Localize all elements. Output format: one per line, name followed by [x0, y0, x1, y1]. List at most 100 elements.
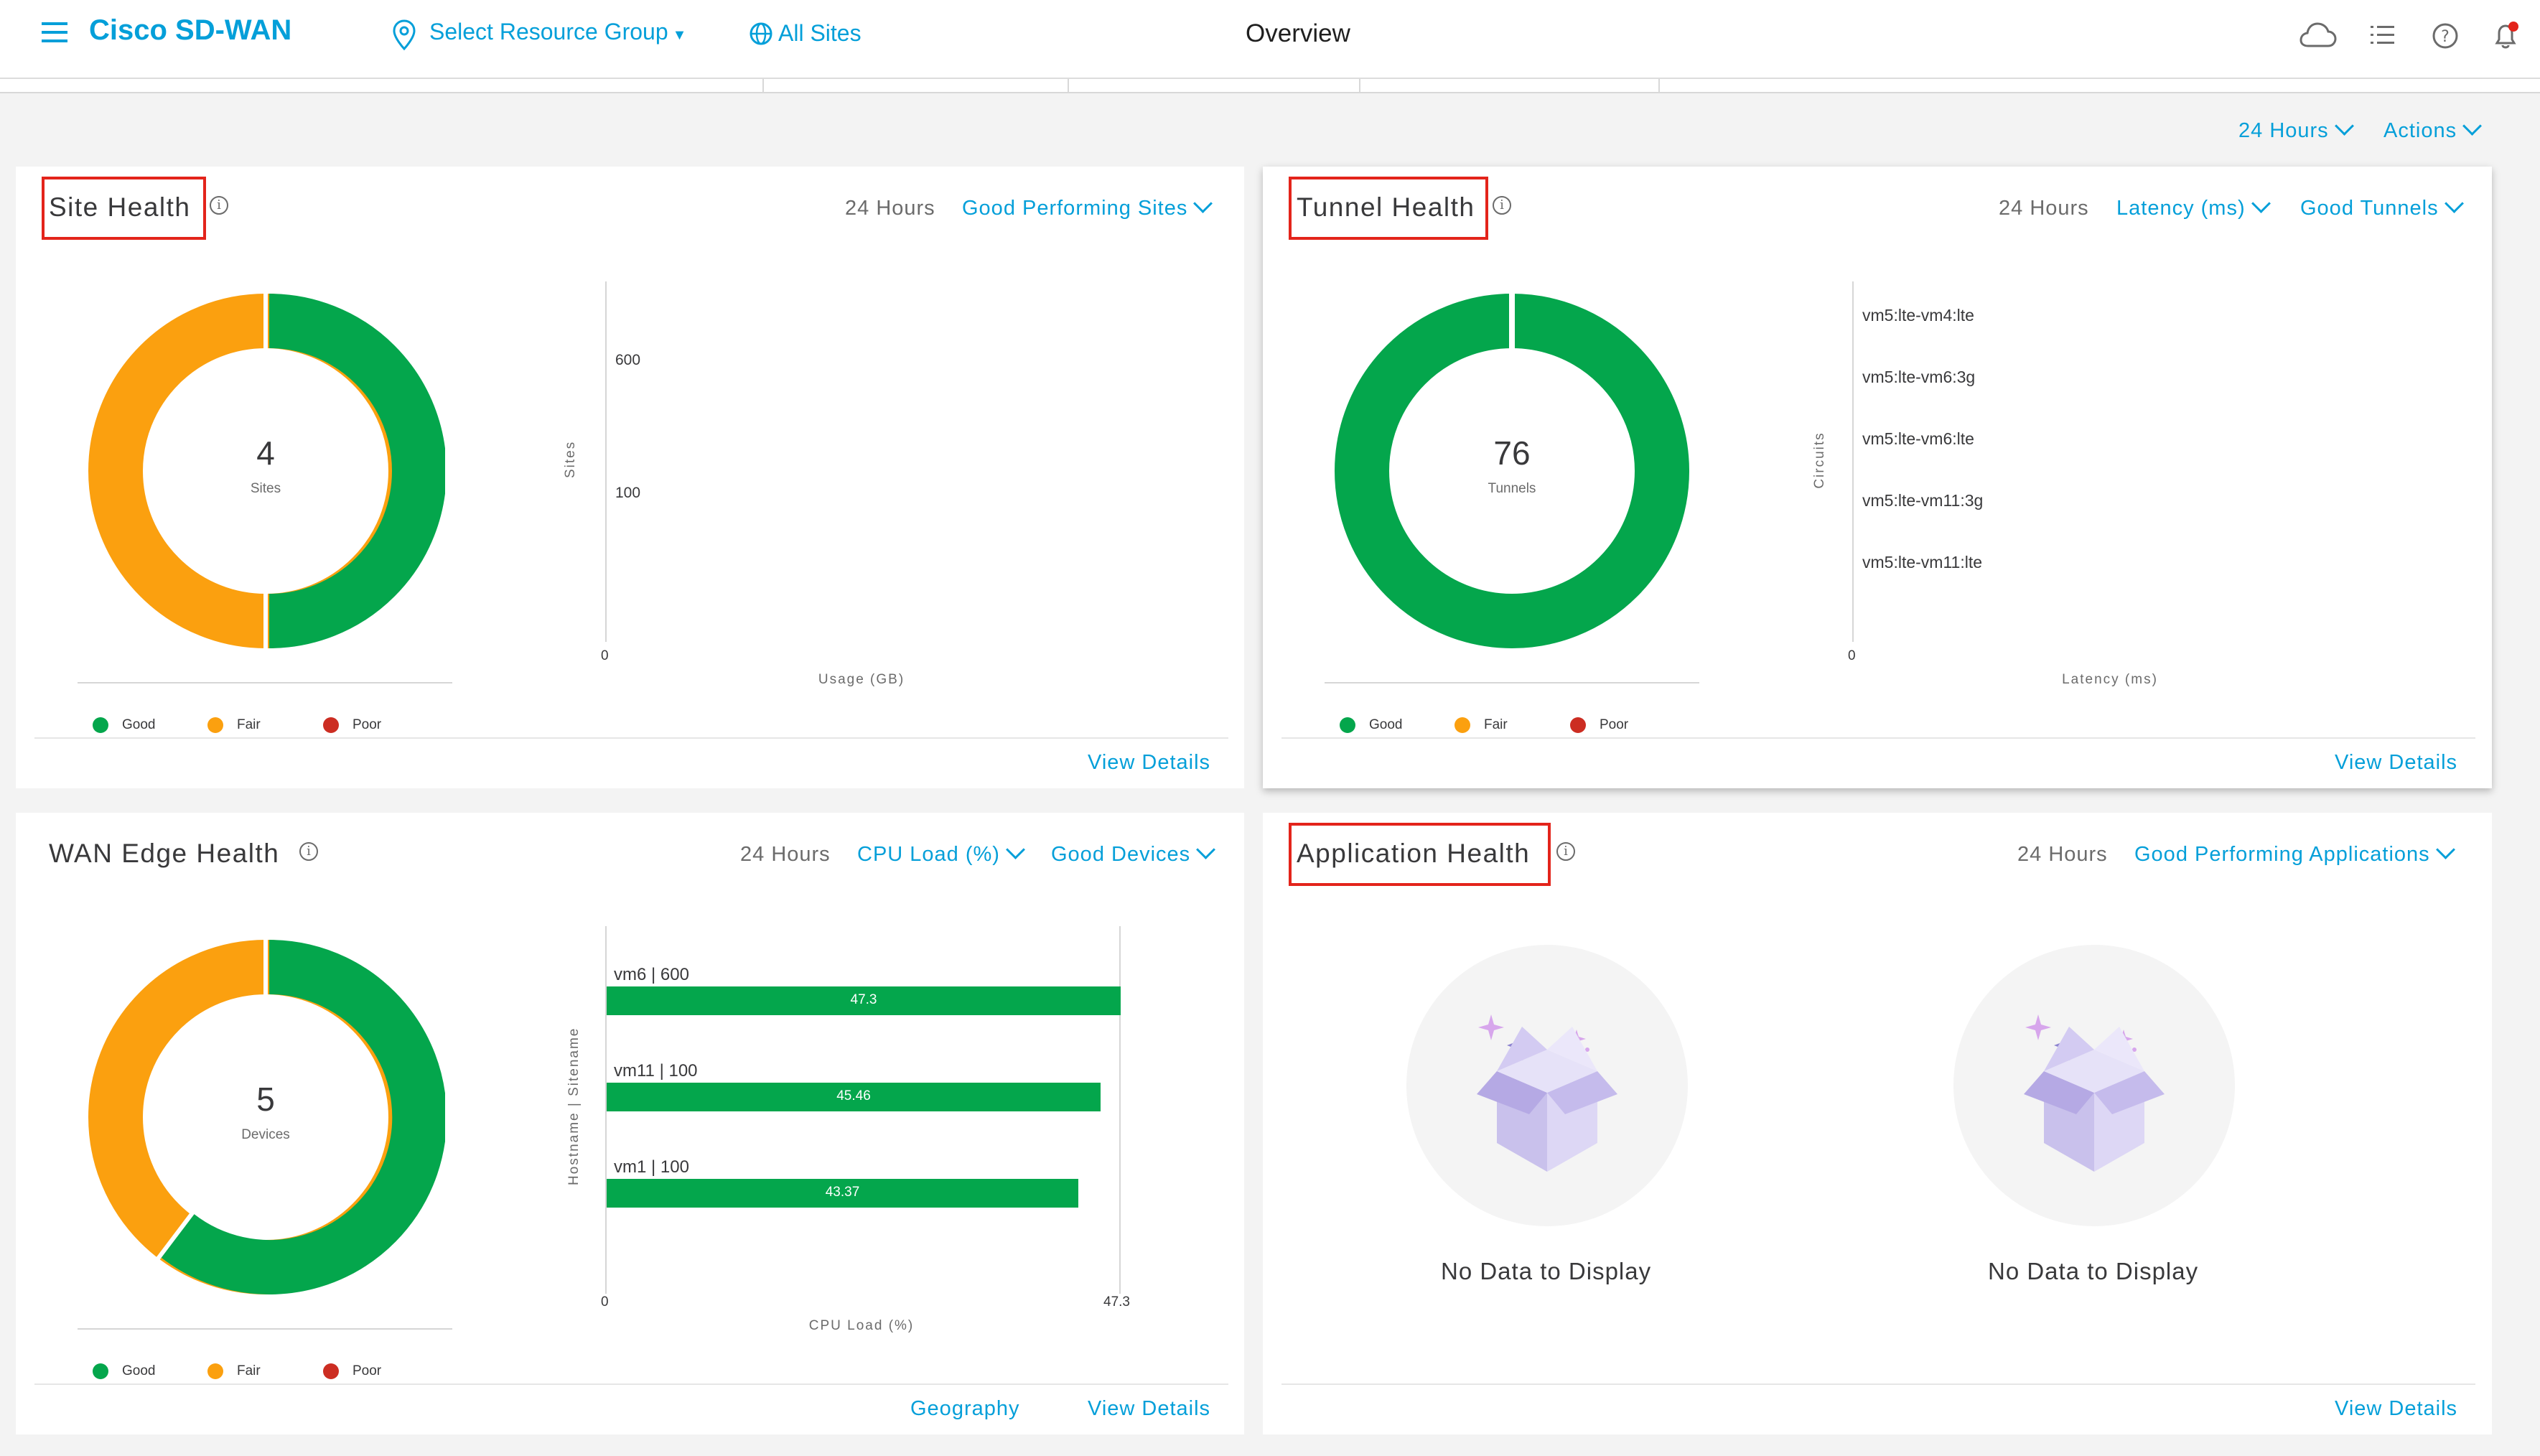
- highlight-box: [1289, 823, 1551, 886]
- chevron-down-icon: [2462, 116, 2483, 136]
- legend-fair-dot: [207, 717, 223, 733]
- chevron-down-icon: [2334, 116, 2354, 136]
- tunnel-health-time: 24 Hours: [1999, 197, 2089, 220]
- circuit-label: vm5:lte-vm6:lte: [1862, 429, 1974, 448]
- legend-good-dot: [1340, 717, 1355, 733]
- device-count-unit: Devices: [241, 1127, 290, 1142]
- tunnel-count-unit: Tunnels: [1488, 481, 1536, 496]
- help-icon[interactable]: ?: [2432, 22, 2459, 50]
- site-health-view-details[interactable]: View Details: [1088, 751, 1211, 774]
- divider: [1658, 79, 1660, 92]
- tunnel-health-view-details[interactable]: View Details: [2335, 751, 2458, 774]
- info-icon[interactable]: i: [1493, 196, 1511, 215]
- resource-group-dropdown[interactable]: Select Resource Group ▼: [429, 19, 686, 45]
- bar-category-label: vm6 | 600: [614, 965, 689, 984]
- filter-label: Good Performing Applications: [2134, 843, 2430, 866]
- metric-label: Latency (ms): [2116, 197, 2246, 220]
- svg-text:?: ?: [2441, 28, 2450, 46]
- location-pin-icon: [393, 19, 416, 51]
- filter-label: Good Tunnels: [2300, 197, 2439, 220]
- no-data-label: No Data to Display: [1988, 1258, 2199, 1284]
- y-axis-title: Sites: [563, 440, 578, 478]
- circuit-label: vm5:lte-vm11:3g: [1862, 491, 1984, 510]
- no-data-box-icon: [1406, 945, 1688, 1226]
- legend-poor: Poor: [352, 1363, 382, 1378]
- menu-icon[interactable]: [42, 22, 67, 42]
- cpu-load-bar[interactable]: [607, 1179, 1078, 1208]
- x-axis-title: CPU Load (%): [808, 1318, 915, 1333]
- bar-category-label: vm1 | 100: [614, 1157, 689, 1177]
- application-health-title: Application Health: [1297, 839, 1531, 868]
- good-performing-sites-dropdown[interactable]: Good Performing Sites: [962, 194, 1213, 220]
- divider: [762, 79, 764, 92]
- circuit-label: vm5:lte-vm4:lte: [1862, 306, 1974, 325]
- donut-good-segment: [269, 294, 445, 648]
- device-count: 5: [256, 1081, 275, 1118]
- legend-good-dot: [93, 1363, 108, 1379]
- application-health-time: 24 Hours: [2017, 843, 2108, 866]
- time-range-dropdown[interactable]: 24 Hours: [2238, 116, 2354, 143]
- legend-poor-dot: [323, 717, 339, 733]
- legend-fair: Fair: [237, 717, 261, 732]
- legend-poor: Poor: [1600, 717, 1629, 732]
- x-max-gridline: [1119, 926, 1121, 1294]
- task-list-icon[interactable]: [2371, 23, 2395, 47]
- bell-icon[interactable]: [2491, 20, 2520, 50]
- legend-fair: Fair: [1484, 717, 1508, 732]
- site-health-time: 24 Hours: [845, 197, 935, 220]
- chevron-down-icon: [1006, 840, 1025, 859]
- donut-good-segment: [160, 940, 445, 1294]
- circuit-label: vm5:lte-vm6:3g: [1862, 368, 1976, 386]
- y-tick: 600: [615, 352, 641, 368]
- chevron-down-icon: [1196, 840, 1216, 859]
- bar-category-label: vm11 | 100: [614, 1061, 698, 1081]
- geography-link[interactable]: Geography: [910, 1397, 1020, 1420]
- divider: [1325, 682, 1699, 683]
- x-axis-title: Latency (ms): [2062, 672, 2158, 687]
- metric-label: CPU Load (%): [857, 843, 1000, 866]
- y-axis: [605, 281, 607, 642]
- cpu-load-bar[interactable]: [607, 986, 1121, 1015]
- wan-edge-health-card: [16, 813, 1244, 1434]
- good-tunnels-dropdown[interactable]: Good Tunnels: [2300, 194, 2464, 220]
- highlight-box: [42, 177, 206, 240]
- all-sites-link[interactable]: All Sites: [778, 20, 862, 46]
- filter-label: Good Performing Sites: [962, 197, 1188, 220]
- divider: [1281, 737, 2475, 739]
- legend-poor: Poor: [352, 717, 382, 732]
- legend-fair-dot: [1455, 717, 1470, 733]
- legend-poor-dot: [323, 1363, 339, 1379]
- info-icon[interactable]: i: [1556, 842, 1575, 861]
- info-icon[interactable]: i: [299, 842, 318, 861]
- good-performing-applications-dropdown[interactable]: Good Performing Applications: [2134, 840, 2455, 867]
- page-title: Overview: [1246, 19, 1350, 47]
- cpu-load-bar[interactable]: [607, 1083, 1101, 1111]
- cloud-icon[interactable]: [2299, 22, 2337, 50]
- circuit-label: vm5:lte-vm11:lte: [1862, 553, 1983, 571]
- tunnel-health-donut: [1335, 291, 1689, 648]
- site-health-donut: [88, 291, 445, 650]
- x-tick-max: 47.3: [1103, 1294, 1130, 1310]
- wan-edge-view-details[interactable]: View Details: [1088, 1397, 1211, 1420]
- cpu-load-dropdown[interactable]: CPU Load (%): [857, 840, 1025, 867]
- bar-value-label: 43.37: [825, 1185, 860, 1200]
- x-tick: 0: [601, 648, 609, 663]
- bar-value-label: 45.46: [836, 1088, 871, 1103]
- latency-dropdown[interactable]: Latency (ms): [2116, 194, 2271, 220]
- tunnel-health-card: [1263, 167, 2492, 788]
- no-data-label: No Data to Display: [1441, 1258, 1652, 1284]
- no-data-box-icon: [1953, 945, 2235, 1226]
- application-health-view-details[interactable]: View Details: [2335, 1397, 2458, 1420]
- y-axis-title: Hostname | Sitename: [566, 1027, 582, 1185]
- legend-fair-dot: [207, 1363, 223, 1379]
- resource-group-label: Select Resource Group: [429, 19, 668, 45]
- good-devices-dropdown[interactable]: Good Devices: [1051, 840, 1216, 867]
- site-health-title: Site Health: [49, 192, 191, 222]
- info-icon[interactable]: i: [210, 196, 228, 215]
- chevron-down-icon: [2444, 194, 2464, 213]
- app-title[interactable]: Cisco SD-WAN: [89, 14, 292, 46]
- y-axis-title: Circuits: [1812, 431, 1827, 489]
- actions-dropdown[interactable]: Actions: [2383, 116, 2483, 143]
- divider: [1068, 79, 1069, 92]
- chevron-down-icon: [2251, 194, 2271, 213]
